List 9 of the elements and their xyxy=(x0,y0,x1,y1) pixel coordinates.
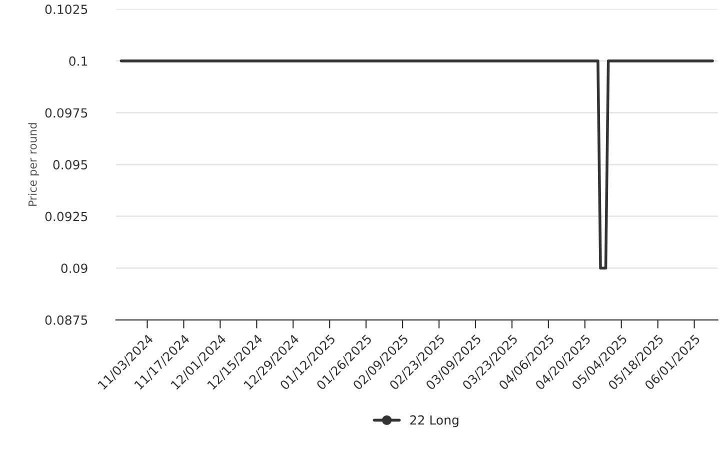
y-tick-label: 0.095 xyxy=(53,160,88,170)
y-tick-label: 0.0875 xyxy=(45,315,88,325)
y-tick-label: 0.0975 xyxy=(45,108,88,118)
y-axis-title: Price per round xyxy=(28,123,39,206)
y-tick-label: 0.1 xyxy=(69,56,88,66)
y-tick-label: 0.0925 xyxy=(45,212,88,222)
legend-label: 22 Long xyxy=(410,415,458,428)
y-tick-label: 0.09 xyxy=(61,264,88,274)
y-tick-label: 0.1025 xyxy=(45,4,88,14)
